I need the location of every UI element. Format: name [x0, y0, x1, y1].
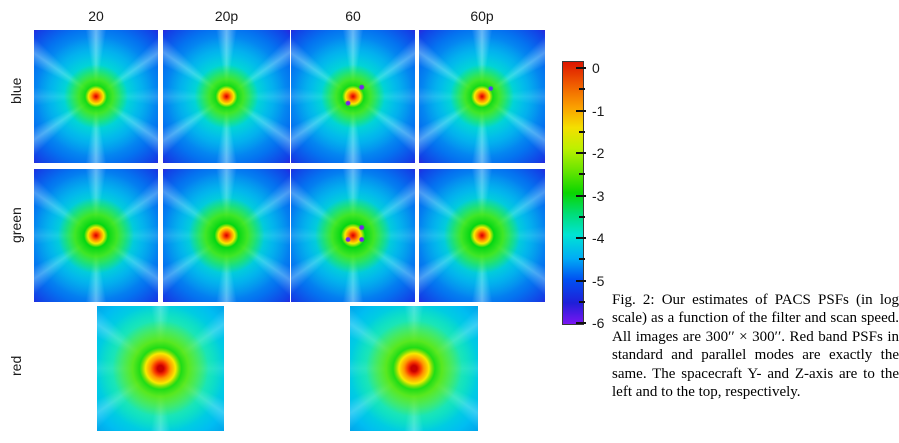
- row-label-blue: blue: [8, 77, 24, 104]
- colorbar-tick: [576, 194, 586, 197]
- colorbar-label--2: -2: [592, 145, 605, 161]
- colorbar-tick: [576, 279, 586, 282]
- psf-panel-red-20: [97, 306, 224, 431]
- psf-panel-green-20p: [163, 169, 290, 302]
- colorbar-label--5: -5: [592, 272, 605, 289]
- row-label-red: red: [8, 355, 24, 376]
- column-header-20p: 20p: [214, 8, 239, 24]
- column-header-60p: 60p: [470, 8, 494, 24]
- colorbar-tick: [576, 67, 586, 69]
- psf-panel-green-60: [291, 169, 415, 302]
- row-label-green: green: [8, 206, 24, 243]
- colorbar-gradient: [562, 61, 584, 325]
- colorbar-label--3: -3: [592, 187, 605, 204]
- column-header-60: 60: [345, 8, 361, 24]
- figure-caption: Fig. 2: Our estimates of PACS PSFs (in l…: [612, 292, 899, 401]
- column-header-20: 20: [88, 8, 104, 24]
- colorbar-minor-tick: [579, 215, 585, 218]
- colorbar-label--4: -4: [592, 230, 605, 246]
- colorbar-minor-tick: [579, 300, 585, 303]
- colorbar-minor-tick: [579, 173, 585, 176]
- colorbar-minor-tick: [579, 88, 585, 91]
- psf-panel-blue-20: [34, 30, 158, 163]
- psf-panel-blue-60p: [419, 30, 545, 163]
- colorbar-label-0: 0: [592, 60, 600, 76]
- colorbar-label--1: -1: [592, 102, 605, 119]
- colorbar-tick: [576, 322, 586, 324]
- colorbar-tick: [576, 152, 586, 154]
- psf-panel-blue-20p: [163, 30, 290, 163]
- colorbar-minor-tick: [579, 130, 585, 133]
- psf-panel-green-60p: [419, 169, 545, 302]
- colorbar-minor-tick: [579, 258, 585, 261]
- colorbar: 0 -1 -2 -3 -4 -5 -6: [562, 60, 632, 331]
- psf-panel-blue-60: [291, 30, 415, 163]
- colorbar-label--6: -6: [592, 315, 605, 331]
- psf-panel-red-60: [350, 306, 478, 431]
- colorbar-tick: [576, 237, 586, 239]
- colorbar-tick: [576, 109, 586, 112]
- psf-panel-green-20: [34, 169, 158, 302]
